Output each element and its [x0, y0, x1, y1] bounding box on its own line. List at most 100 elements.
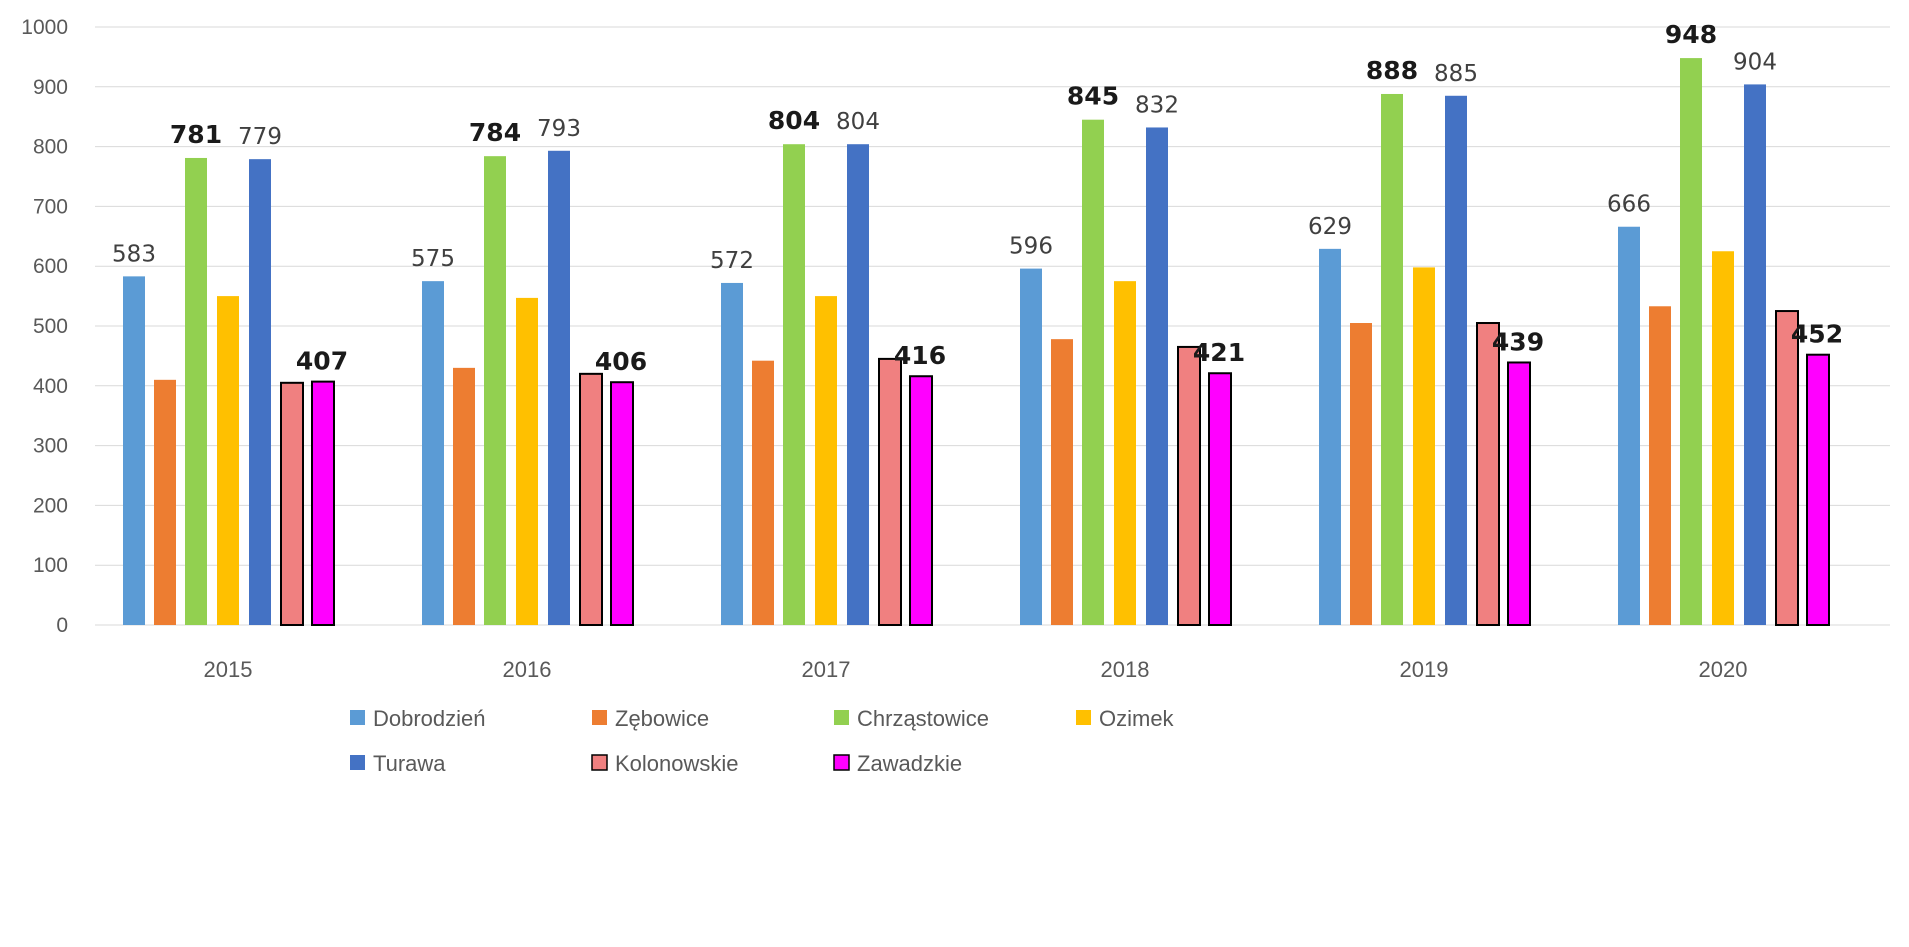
bar-2020-5	[1775, 310, 1799, 626]
bar-2018-3	[1114, 281, 1136, 625]
bar-2015-3	[217, 296, 239, 625]
bar-2020-1	[1649, 306, 1671, 625]
data-label: 596	[1009, 234, 1053, 260]
legend-swatch	[834, 710, 849, 725]
x-category-label: 2017	[802, 657, 851, 682]
bar-2020-0	[1618, 226, 1640, 625]
legend-label: Dobrodzień	[373, 706, 486, 731]
bar-2020-2	[1680, 58, 1702, 625]
data-label: 832	[1135, 92, 1179, 118]
legend-item: Ozimek	[1076, 706, 1175, 731]
data-label: 421	[1193, 338, 1245, 367]
bar-2016-0	[422, 281, 444, 625]
data-label: 583	[112, 241, 156, 267]
bar-2020-3	[1712, 251, 1734, 625]
legend-item: Kolonowskie	[591, 751, 739, 776]
x-category-label: 2018	[1101, 657, 1150, 682]
data-label: 629	[1308, 214, 1352, 240]
legend-swatch	[591, 754, 608, 771]
data-label: 416	[894, 341, 946, 370]
bar-2019-3	[1413, 267, 1435, 625]
data-label: 885	[1434, 61, 1478, 87]
y-tick-label: 800	[33, 136, 68, 159]
data-label: 575	[411, 246, 455, 272]
data-label: 845	[1067, 82, 1119, 111]
bar-2017-5	[878, 357, 902, 626]
data-label: 407	[296, 347, 348, 376]
y-tick-label: 700	[33, 195, 68, 218]
bar-2018-6	[1208, 372, 1232, 626]
data-label: 804	[836, 109, 880, 135]
bar-2019-4	[1445, 95, 1467, 625]
bar-2015-1	[154, 379, 176, 625]
legend-item: Zawadzkie	[833, 751, 962, 776]
data-label: 804	[768, 106, 820, 135]
bar-2016-1	[453, 367, 475, 625]
data-label: 904	[1733, 49, 1777, 75]
legend-swatch	[592, 710, 607, 725]
bar-2016-4	[548, 150, 570, 625]
legend-item: Chrząstowice	[834, 706, 989, 731]
bar-2018-0	[1020, 268, 1042, 625]
y-tick-label: 900	[33, 76, 68, 99]
gridlines	[95, 26, 1890, 626]
bar-2018-1	[1051, 339, 1073, 625]
bar-2017-4	[847, 144, 869, 625]
x-category-label: 2019	[1400, 657, 1449, 682]
bar-2015-4	[249, 159, 271, 625]
legend-swatch	[350, 710, 365, 725]
legend-item: Turawa	[350, 751, 446, 776]
data-label: 779	[238, 124, 282, 150]
data-label: 784	[469, 118, 521, 147]
y-tick-label: 1000	[21, 16, 68, 39]
data-label: 666	[1607, 192, 1651, 218]
bar-2019-2	[1381, 93, 1403, 625]
bar-2017-1	[752, 360, 774, 625]
bar-2015-5	[280, 381, 304, 626]
bar-2020-4	[1744, 84, 1766, 625]
bar-2019-0	[1319, 248, 1341, 625]
legend-label: Turawa	[373, 751, 446, 776]
data-label: 572	[710, 248, 754, 274]
y-tick-label: 300	[33, 435, 68, 458]
bar-2017-3	[815, 296, 837, 625]
legend-label: Ozimek	[1099, 706, 1175, 731]
bar-2020-6	[1806, 353, 1830, 626]
y-tick-label: 400	[33, 375, 68, 398]
bar-2016-6	[610, 381, 634, 626]
bar-2015-0	[123, 276, 145, 625]
bar-2015-6	[311, 380, 335, 627]
bar-2017-6	[909, 375, 933, 626]
legend-swatch	[1076, 710, 1091, 725]
bar-2017-2	[783, 144, 805, 625]
data-label: 888	[1366, 56, 1418, 85]
legend: Dobrodzień Zębowice Chrząstowice Ozimek Tura…	[350, 706, 1175, 776]
data-label: 948	[1665, 20, 1717, 49]
legend-label: Zębowice	[615, 706, 709, 731]
bar-2018-5	[1177, 345, 1201, 626]
data-label: 406	[595, 347, 647, 376]
bar-2018-4	[1146, 127, 1168, 626]
x-axis-categories: 2015 2016 2017 2018 2019 2020	[204, 657, 1748, 682]
legend-item: Dobrodzień	[350, 706, 486, 731]
y-tick-label: 600	[33, 255, 68, 278]
legend-swatch	[350, 755, 365, 770]
data-labels: 583 575 572 596 629 666 781 784 804 845 888 948 779 7…	[112, 20, 1843, 376]
y-tick-label: 100	[33, 554, 68, 577]
legend-label: Chrząstowice	[857, 706, 989, 731]
legend-item: Zębowice	[592, 706, 709, 731]
y-axis-ticks: 0 100 200 300 400 500 600 700 800 900 1000	[21, 16, 68, 637]
y-tick-label: 0	[56, 614, 68, 637]
legend-label: Kolonowskie	[615, 751, 739, 776]
bar-2018-2	[1082, 119, 1104, 625]
y-tick-label: 200	[33, 494, 68, 517]
bar-2016-3	[516, 297, 538, 625]
data-label: 439	[1492, 327, 1544, 356]
legend-label: Zawadzkie	[857, 751, 962, 776]
bar-2017-0	[721, 282, 743, 625]
x-category-label: 2015	[204, 657, 253, 682]
data-label: 781	[170, 120, 222, 149]
bar-2016-2	[484, 156, 506, 625]
legend-swatch	[833, 754, 850, 771]
